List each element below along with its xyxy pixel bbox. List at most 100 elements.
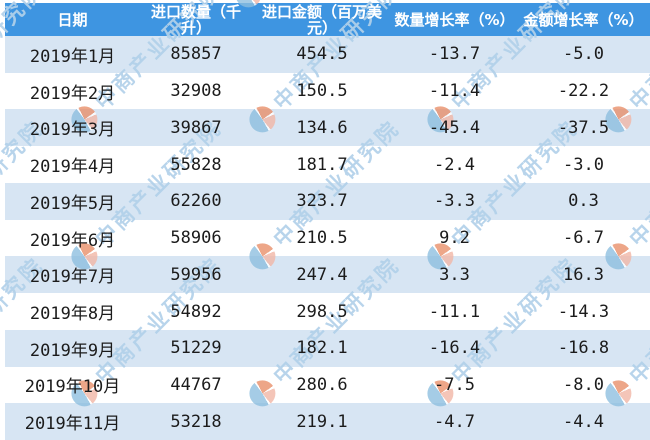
table-cell-value: 3.3 (439, 264, 470, 285)
table-cell-value: -4.4 (563, 411, 604, 432)
table-header-row: 日期 进口数量（千升） 进口金额（百万美元） 数量增长率（%） 金额增长率（%） (5, 3, 650, 36)
table-cell: 182.1 (252, 330, 392, 367)
table-cell-value: 2019年8月 (29, 304, 116, 324)
table-cell: -8.0 (517, 367, 650, 404)
table-cell: -11.1 (392, 293, 517, 330)
table-cell-value: 59956 (170, 264, 222, 285)
table-cell-value: -16.8 (557, 338, 610, 359)
table-cell-value: 150.5 (296, 81, 348, 102)
table-cell: -3.0 (517, 146, 650, 183)
table-cell-value: 2019年3月 (29, 120, 116, 141)
table-row: 2019年5月 62260 323.7 -3.3 0.3 (5, 182, 650, 220)
table-cell: 32908 (140, 73, 252, 110)
table-cell: 2019年1月 (5, 36, 140, 73)
column-header-label: 进口数量（千升） (150, 3, 241, 36)
column-header-quantity-growth: 数量增长率（%） (392, 3, 517, 36)
table-cell: 181.7 (252, 146, 392, 183)
table-cell-value: 2019年7月 (29, 267, 116, 288)
table-cell-value: -11.4 (428, 81, 481, 102)
table-cell: 2019年8月 (5, 293, 140, 330)
table-row: 2019年1月 85857 454.5 -13.7 -5.0 (5, 36, 650, 73)
table-cell: 2019年3月 (5, 109, 140, 146)
column-header-import-amount: 进口金额（百万美元） (252, 3, 392, 36)
table-row: 2019年6月 58906 210.5 9.2 -6.7 (5, 219, 650, 257)
column-header-label: 金额增长率（%） (523, 10, 644, 29)
table-cell: 16.3 (517, 256, 650, 293)
table-cell: 280.6 (252, 367, 392, 404)
table-cell-value: 85857 (170, 44, 222, 65)
table-cell: -3.3 (392, 183, 517, 220)
table-cell: -22.2 (517, 73, 650, 110)
table-cell: 51229 (140, 330, 252, 367)
table-body: 2019年1月 85857 454.5 -13.7 -5.0 2019年2月 32908 15… (5, 36, 650, 440)
table-cell-value: -13.7 (428, 44, 481, 65)
table-row: 2019年10月 44767 280.6 -7.5 -8.0 (5, 366, 650, 404)
table-cell: 454.5 (252, 36, 392, 73)
table-cell: 323.7 (252, 183, 392, 220)
table-cell: -4.4 (517, 403, 650, 440)
column-header-date: 日期 (5, 3, 140, 36)
table-cell: -14.3 (517, 293, 650, 330)
table-cell-value: -4.7 (434, 411, 475, 432)
table-cell: 0.3 (517, 183, 650, 220)
table-cell: 2019年9月 (5, 330, 140, 367)
table-cell: -4.7 (392, 403, 517, 440)
table-cell-value: 51229 (170, 338, 222, 359)
table-cell-value: 210.5 (296, 228, 348, 249)
table-cell-value: 16.3 (563, 264, 604, 285)
table-cell: 2019年2月 (5, 73, 140, 110)
table-cell: 59956 (140, 256, 252, 293)
table-cell-value: 2019年6月 (29, 230, 116, 251)
column-header-import-quantity: 进口数量（千升） (140, 3, 252, 36)
table-cell-value: 247.4 (296, 264, 348, 285)
column-header-label: 进口金额（百万美元） (261, 3, 382, 36)
table-row: 2019年11月 53218 219.1 -4.7 -4.4 (5, 403, 650, 440)
table-cell-value: 32908 (170, 81, 222, 102)
table-cell: 2019年11月 (5, 403, 140, 440)
table-cell-value: 219.1 (296, 411, 348, 432)
table-row: 2019年7月 59956 247.4 3.3 16.3 (5, 256, 650, 294)
table-cell-value: 62260 (170, 191, 222, 212)
table-cell-value: 54892 (170, 301, 222, 322)
table-cell-value: 280.6 (296, 374, 348, 395)
table-cell: 298.5 (252, 293, 392, 330)
table-cell: 44767 (140, 367, 252, 404)
table-cell-value: -3.0 (563, 154, 604, 175)
table-cell: -11.4 (392, 73, 517, 110)
table-cell: 9.2 (392, 220, 517, 257)
table-cell-value: -5.0 (563, 44, 604, 65)
table-cell-value: -11.1 (428, 301, 481, 322)
table-cell-value: -3.3 (434, 191, 475, 212)
table-cell: 58906 (140, 220, 252, 257)
table-cell: 53218 (140, 403, 252, 440)
table-row: 2019年2月 32908 150.5 -11.4 -22.2 (5, 72, 650, 110)
table-cell: -6.7 (517, 220, 650, 257)
table-row: 2019年3月 39867 134.6 -45.4 -37.5 (5, 109, 650, 147)
column-header-amount-growth: 金额增长率（%） (517, 3, 650, 36)
table-cell-value: 2019年11月 (24, 414, 121, 435)
table-row: 2019年8月 54892 298.5 -11.1 -14.3 (5, 293, 650, 330)
table-row: 2019年9月 51229 182.1 -16.4 -16.8 (5, 329, 650, 367)
table-cell-value: -6.7 (563, 228, 604, 249)
table-cell: 2019年5月 (5, 183, 140, 220)
table-cell-value: -37.5 (557, 117, 610, 138)
table-cell: 2019年7月 (5, 256, 140, 293)
table-cell: -45.4 (392, 109, 517, 146)
table-cell: 2019年4月 (5, 146, 140, 183)
table-cell-value: 55828 (170, 154, 222, 175)
table-cell: -16.8 (517, 330, 650, 367)
table-cell: 134.6 (252, 109, 392, 146)
table-cell-value: 0.3 (568, 191, 599, 212)
table-cell-value: -7.5 (434, 374, 475, 395)
table-cell-value: -22.2 (557, 81, 610, 102)
table-cell-value: 9.2 (439, 228, 470, 249)
table-cell-value: 44767 (170, 374, 222, 395)
import-stats-table: 日期 进口数量（千升） 进口金额（百万美元） 数量增长率（%） 金额增长率（%）… (5, 3, 650, 440)
table-cell: 210.5 (252, 220, 392, 257)
table-cell-value: 2019年4月 (29, 157, 116, 178)
table-cell: 2019年6月 (5, 220, 140, 257)
table-cell: 85857 (140, 36, 252, 73)
table-cell: -2.4 (392, 146, 517, 183)
table-cell-value: -45.4 (428, 117, 481, 138)
